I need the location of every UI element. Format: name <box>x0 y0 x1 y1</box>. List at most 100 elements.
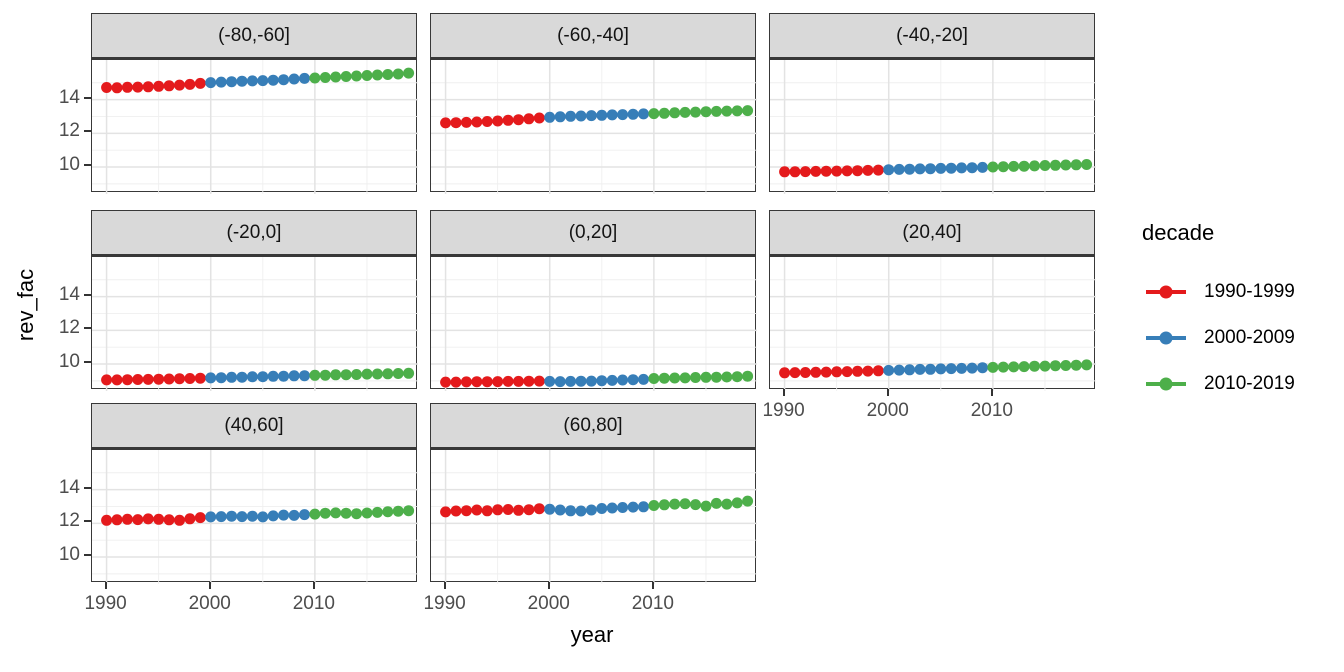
data-point <box>226 76 238 88</box>
data-point <box>544 503 556 515</box>
data-point <box>893 364 905 376</box>
y-tick-label: 10 <box>58 351 80 373</box>
data-point <box>924 163 936 175</box>
facet-cell: (-60,-40] <box>430 13 757 194</box>
legend-entry: 2000-2009 <box>1138 315 1295 361</box>
data-point <box>288 73 300 85</box>
legend-key-point-icon <box>1159 331 1173 345</box>
facet-panel <box>430 255 757 391</box>
facet-strip-label: (-60,-40] <box>430 13 756 58</box>
data-point <box>841 366 853 378</box>
data-point <box>789 166 801 178</box>
data-point <box>565 110 577 122</box>
decade-series <box>205 72 310 89</box>
y-tick-mark <box>84 520 91 523</box>
facet-strip-label: (0,20] <box>430 210 756 255</box>
data-point <box>174 373 185 385</box>
data-point <box>523 113 535 125</box>
data-point <box>617 502 629 513</box>
legend-key-line <box>1146 377 1186 391</box>
data-point <box>288 509 300 521</box>
facet-panel-canvas <box>92 60 418 194</box>
data-point <box>278 370 290 382</box>
facet-panel <box>430 58 757 194</box>
data-point <box>121 374 133 386</box>
decade-series <box>987 159 1093 173</box>
facet-panel <box>769 255 1096 391</box>
facet-cell: (40,60] <box>91 403 418 584</box>
data-point <box>731 497 743 509</box>
data-point <box>460 116 472 128</box>
facet-panel <box>91 255 418 391</box>
data-point <box>153 80 165 92</box>
data-point <box>163 373 175 385</box>
y-tick-label: 10 <box>58 154 80 176</box>
x-tick-label: 2000 <box>527 593 570 614</box>
data-point <box>492 504 504 516</box>
legend: decade 1990-1999 2000-2009 2010-2019 <box>1138 220 1295 407</box>
data-point <box>987 361 999 373</box>
data-point <box>174 79 185 91</box>
data-point <box>721 498 733 510</box>
data-point <box>742 370 754 382</box>
data-point <box>194 77 206 89</box>
data-point <box>1039 360 1051 372</box>
data-point <box>533 503 545 515</box>
data-point <box>1081 359 1093 371</box>
y-tick-mark <box>84 486 91 489</box>
data-point <box>779 166 791 178</box>
data-point <box>471 116 483 128</box>
data-point <box>1070 159 1082 171</box>
y-tick-label: 14 <box>58 476 80 498</box>
data-point <box>502 504 514 515</box>
x-axis-title: year <box>570 622 614 647</box>
data-point <box>371 69 383 81</box>
data-point <box>1008 361 1020 373</box>
decade-series <box>309 367 415 381</box>
data-point <box>278 74 290 86</box>
facet-panel <box>91 448 418 584</box>
facet-cell: (-20,0] <box>91 210 418 391</box>
y-tick-label: 12 <box>58 120 80 142</box>
decade-series <box>101 372 206 386</box>
legend-key-line <box>1146 285 1186 299</box>
data-point <box>852 365 863 377</box>
data-point <box>361 368 373 380</box>
data-point <box>460 505 472 517</box>
x-tick-label: 2010 <box>970 400 1014 421</box>
data-point <box>101 514 113 526</box>
decade-series <box>883 362 988 376</box>
data-point <box>648 108 660 120</box>
data-point <box>111 82 123 94</box>
decade-series <box>440 375 545 388</box>
data-point <box>627 501 639 513</box>
facet-strip-label: (-20,0] <box>91 210 417 255</box>
y-tick-mark <box>84 327 91 330</box>
data-point <box>403 67 415 79</box>
x-tick-label: 2010 <box>631 593 675 614</box>
data-point <box>236 511 248 523</box>
data-point <box>471 504 483 516</box>
data-point <box>481 376 493 388</box>
data-point <box>585 375 597 387</box>
data-point <box>257 511 269 523</box>
data-point <box>554 376 566 388</box>
data-point <box>450 505 462 517</box>
decade-series <box>779 164 884 178</box>
data-point <box>533 112 545 124</box>
data-point <box>121 81 133 93</box>
data-point <box>340 507 352 519</box>
decade-series <box>440 503 545 518</box>
legend-entry: 2010-2019 <box>1138 361 1295 407</box>
data-point <box>956 162 968 174</box>
data-point <box>215 372 227 384</box>
decade-series <box>205 509 310 523</box>
data-point <box>872 164 884 176</box>
data-point <box>1018 160 1030 172</box>
data-point <box>267 370 279 382</box>
legend-entry-label: 2000-2009 <box>1204 327 1295 348</box>
data-point <box>924 363 936 375</box>
data-point <box>1060 360 1072 371</box>
y-tick-mark <box>84 130 91 133</box>
